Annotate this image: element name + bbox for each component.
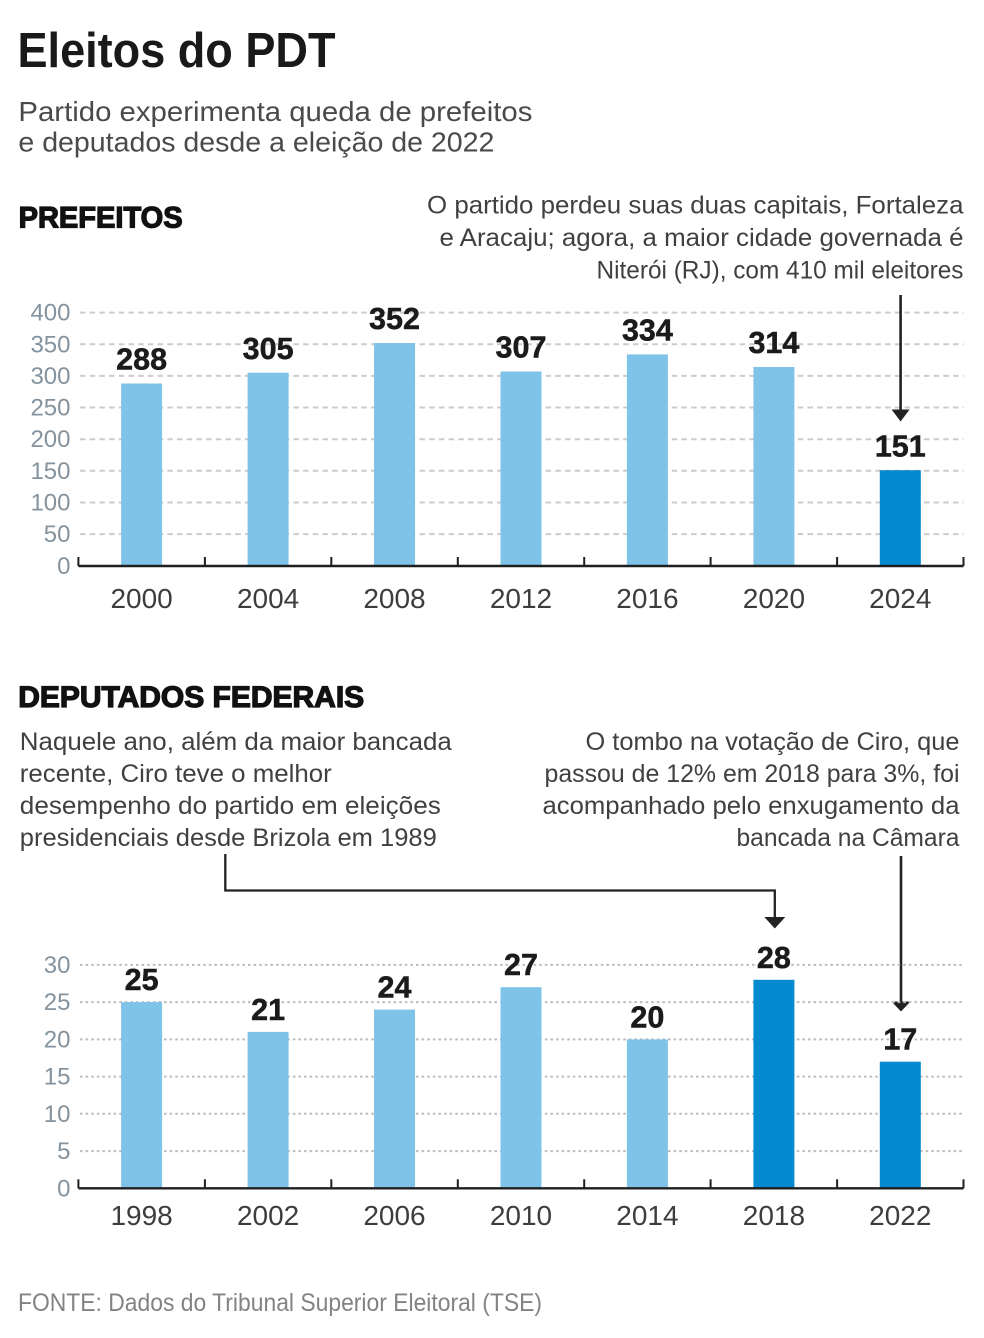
svg-text:2002: 2002 bbox=[237, 1200, 299, 1231]
svg-text:100: 100 bbox=[30, 490, 70, 517]
svg-text:2016: 2016 bbox=[616, 583, 678, 614]
svg-text:O tombo na votação de Ciro, qu: O tombo na votação de Ciro, que bbox=[586, 728, 960, 756]
svg-text:1998: 1998 bbox=[110, 1200, 172, 1231]
svg-text:151: 151 bbox=[875, 429, 926, 463]
svg-text:2014: 2014 bbox=[616, 1200, 678, 1231]
svg-text:314: 314 bbox=[748, 326, 799, 360]
svg-text:0: 0 bbox=[57, 553, 70, 580]
svg-text:2008: 2008 bbox=[363, 583, 425, 614]
svg-text:2024: 2024 bbox=[869, 583, 931, 614]
svg-text:e deputados desde a eleição de: e deputados desde a eleição de 2022 bbox=[18, 127, 494, 158]
svg-text:Eleitos do PDT: Eleitos do PDT bbox=[18, 24, 336, 78]
svg-text:FONTE: Dados do Tribunal Super: FONTE: Dados do Tribunal Superior Eleito… bbox=[18, 1289, 542, 1317]
svg-text:PREFEITOS: PREFEITOS bbox=[19, 201, 183, 234]
svg-text:288: 288 bbox=[116, 343, 167, 377]
svg-text:recente, Ciro teve o melhor: recente, Ciro teve o melhor bbox=[20, 760, 332, 788]
svg-text:25: 25 bbox=[44, 989, 71, 1016]
svg-text:15: 15 bbox=[44, 1064, 71, 1091]
svg-text:27: 27 bbox=[504, 948, 538, 982]
svg-text:30: 30 bbox=[44, 952, 71, 979]
svg-text:307: 307 bbox=[496, 331, 547, 365]
svg-text:e Aracaju; agora, a maior cida: e Aracaju; agora, a maior cidade governa… bbox=[440, 224, 964, 252]
svg-text:50: 50 bbox=[44, 521, 71, 548]
svg-text:2000: 2000 bbox=[110, 583, 172, 614]
svg-text:334: 334 bbox=[622, 314, 673, 348]
svg-text:O partido perdeu suas duas cap: O partido perdeu suas duas capitais, For… bbox=[427, 191, 964, 219]
svg-text:2012: 2012 bbox=[490, 583, 552, 614]
svg-text:2020: 2020 bbox=[743, 583, 805, 614]
svg-text:0: 0 bbox=[57, 1175, 70, 1202]
svg-text:2022: 2022 bbox=[869, 1200, 931, 1231]
svg-text:24: 24 bbox=[378, 971, 412, 1005]
svg-text:17: 17 bbox=[883, 1023, 917, 1057]
svg-text:10: 10 bbox=[44, 1101, 71, 1128]
svg-text:25: 25 bbox=[125, 963, 159, 997]
svg-text:Niterói (RJ), com 410 mil elei: Niterói (RJ), com 410 mil eleitores bbox=[597, 256, 964, 284]
svg-text:352: 352 bbox=[369, 302, 420, 336]
svg-text:250: 250 bbox=[30, 395, 70, 422]
svg-text:2010: 2010 bbox=[490, 1200, 552, 1231]
svg-text:350: 350 bbox=[30, 331, 70, 358]
svg-text:2004: 2004 bbox=[237, 583, 299, 614]
svg-text:presidenciais desde Brizola em: presidenciais desde Brizola em 1989 bbox=[20, 824, 437, 852]
svg-text:bancada na Câmara: bancada na Câmara bbox=[737, 824, 960, 852]
svg-text:Partido experimenta queda de p: Partido experimenta queda de prefeitos bbox=[18, 96, 532, 127]
svg-text:400: 400 bbox=[30, 300, 70, 327]
svg-text:DEPUTADOS FEDERAIS: DEPUTADOS FEDERAIS bbox=[18, 681, 364, 714]
svg-text:200: 200 bbox=[30, 426, 70, 453]
svg-text:passou de 12% em 2018 para 3%,: passou de 12% em 2018 para 3%, foi bbox=[545, 760, 960, 788]
svg-text:21: 21 bbox=[251, 993, 285, 1027]
svg-text:305: 305 bbox=[243, 332, 294, 366]
svg-text:Naquele ano, além da maior ban: Naquele ano, além da maior bancada bbox=[20, 728, 452, 756]
svg-text:desempenho do partido em eleiç: desempenho do partido em eleições bbox=[20, 792, 441, 820]
svg-text:28: 28 bbox=[757, 941, 791, 975]
svg-text:2018: 2018 bbox=[743, 1200, 805, 1231]
svg-text:2006: 2006 bbox=[363, 1200, 425, 1231]
svg-text:300: 300 bbox=[30, 363, 70, 390]
svg-text:5: 5 bbox=[57, 1138, 70, 1165]
svg-text:acompanhado pelo enxugamento d: acompanhado pelo enxugamento da bbox=[543, 792, 960, 820]
svg-text:20: 20 bbox=[44, 1026, 71, 1053]
svg-text:150: 150 bbox=[30, 458, 70, 485]
svg-text:20: 20 bbox=[630, 1000, 664, 1034]
